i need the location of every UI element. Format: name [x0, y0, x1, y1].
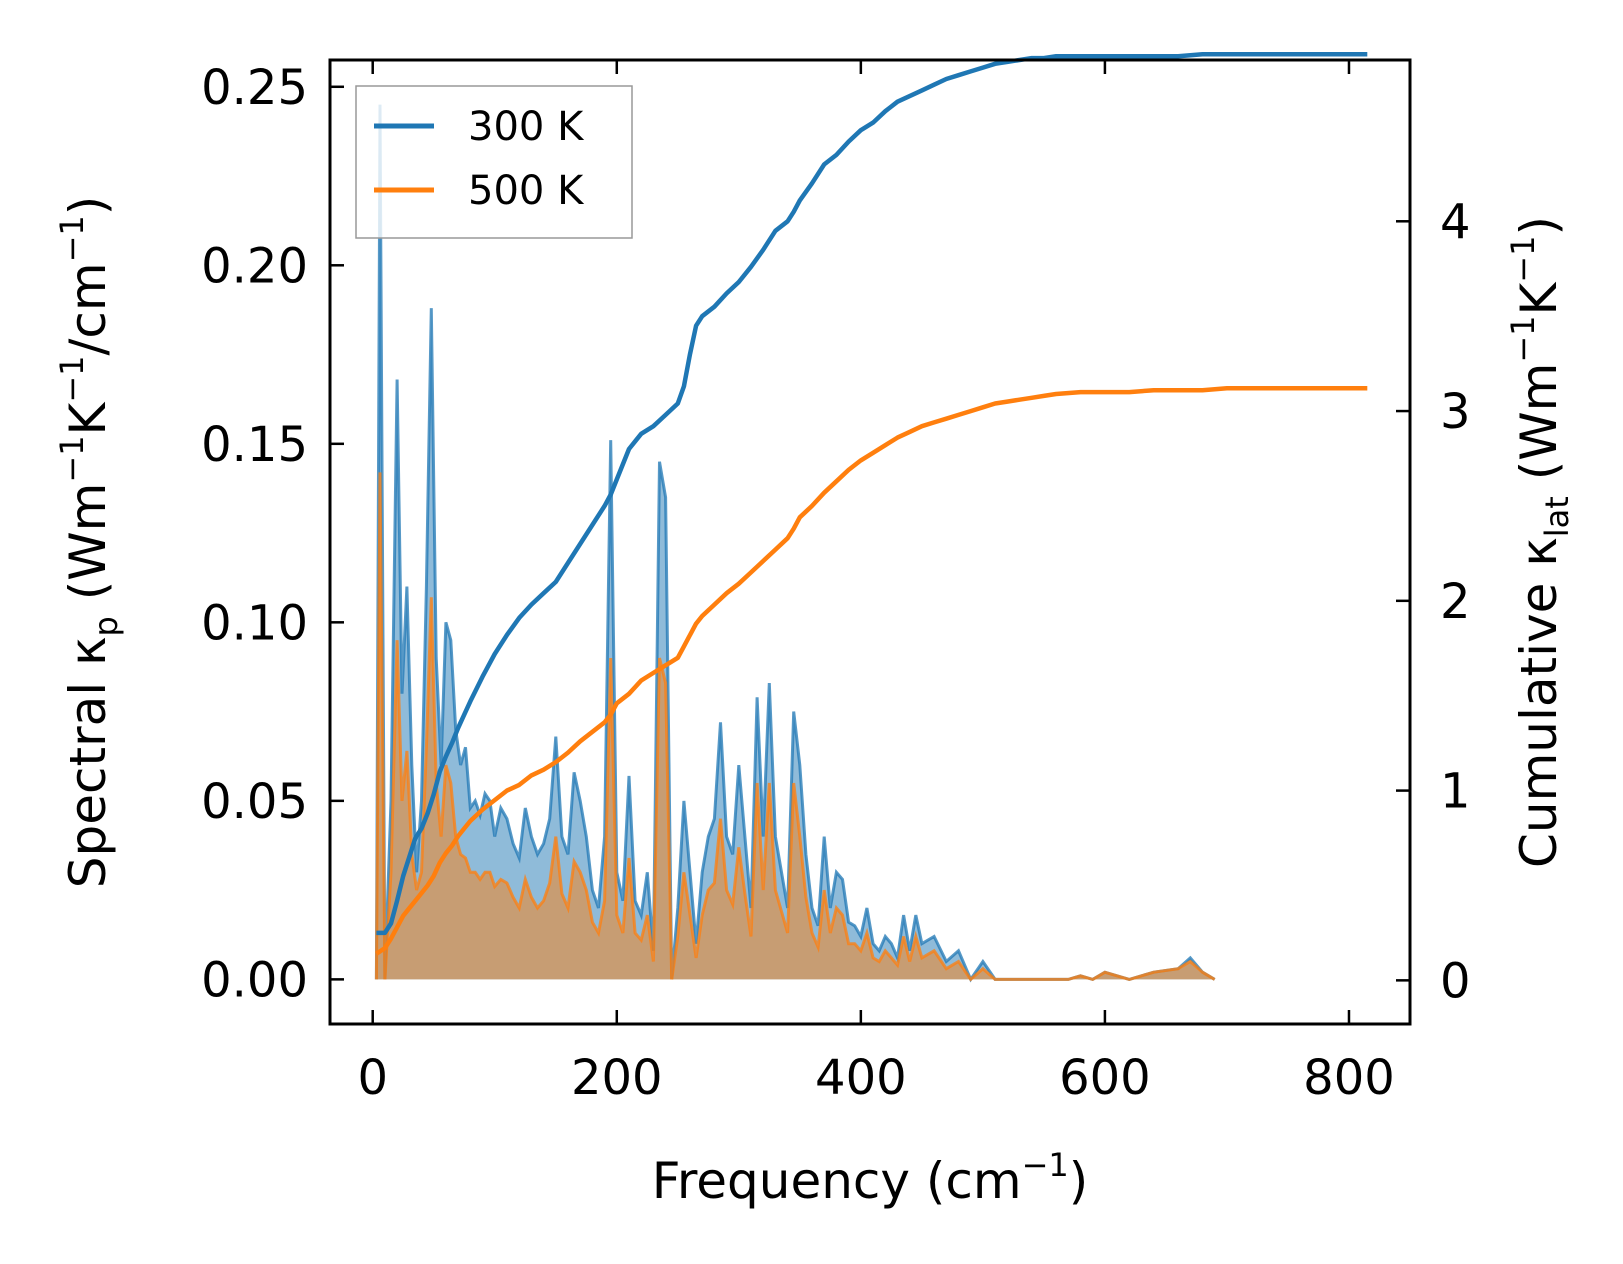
spectral-area-500k: [376, 472, 1215, 980]
y-right-tick-label: 3: [1440, 384, 1471, 440]
y-right-label-sup1: −1: [1504, 315, 1542, 362]
y-left-tick-label: 0.15: [201, 417, 308, 473]
y-right-label-d: ): [1510, 216, 1568, 236]
legend-label-500k: 500 K: [468, 168, 585, 214]
x-tick-label: 800: [1303, 1050, 1395, 1106]
x-tick-label: 200: [571, 1050, 663, 1106]
x-tick-label: 0: [357, 1050, 388, 1106]
y-left-label-d: /cm: [59, 262, 117, 355]
y-axis-left-label: Spectral κp (Wm−1K−1/cm−1): [53, 196, 125, 889]
spectral-line-500k: [374, 472, 1216, 982]
y-left-label-a: Spectral κ: [59, 636, 117, 888]
y-left-label-sup2: −1: [53, 355, 91, 402]
spectral-fills: [374, 104, 1216, 983]
y-left-label-b: (Wm: [59, 483, 117, 617]
y-right-label-sup2: −1: [1504, 236, 1542, 283]
y-right-tick-label: 4: [1440, 194, 1471, 250]
data-lines: [375, 52, 1368, 956]
x-axis-label-base: Frequency (cm: [652, 1152, 1022, 1210]
y-left-tick-label: 0.20: [201, 238, 308, 294]
y-right-tick-label: 2: [1440, 574, 1471, 630]
y-left-label-e: ): [59, 196, 117, 216]
cumulative-line-300k: [376, 52, 1368, 936]
plot-frame: [328, 58, 1412, 1026]
y-right-tick-label: 1: [1440, 764, 1471, 820]
y-right-label-c: K: [1510, 281, 1568, 315]
y-left-tick-label: 0.00: [201, 952, 308, 1008]
legend-label-300k: 300 K: [468, 104, 585, 150]
x-tick-label: 600: [1059, 1050, 1151, 1106]
y-right-label-b: (Wm: [1510, 363, 1568, 497]
y-left-tick-label: 0.05: [201, 774, 308, 830]
y-right-label-a: Cumulative κ: [1510, 537, 1568, 868]
y-left-label-c: K: [59, 401, 117, 435]
y-left-tick-label: 0.25: [201, 60, 308, 116]
y-right-tick-label: 0: [1440, 953, 1471, 1009]
y-left-tick-label: 0.10: [201, 595, 308, 651]
legend-box: [355, 85, 633, 239]
legend: 300 K 500 K: [355, 85, 633, 239]
cumulative-line-500k: [375, 386, 1368, 956]
y-axis-right-label: Cumulative κlat (Wm−1K−1): [1504, 216, 1576, 868]
spectral-line-300k: [374, 104, 1216, 983]
axis-ticks: 0 200 400 600 800 0.00 0.05 0.10 0.15 0.20 0.25 0 1 2…: [201, 60, 1470, 1106]
y-left-label-sub: p: [87, 616, 125, 636]
x-axis-label: Frequency (cm−1): [652, 1146, 1089, 1210]
y-left-label-sup3: −1: [53, 215, 91, 262]
y-left-label-sup1: −1: [53, 435, 91, 482]
x-axis-label-end: ): [1069, 1152, 1089, 1210]
y-right-label-sub: lat: [1538, 496, 1576, 537]
x-tick-label: 400: [815, 1050, 907, 1106]
x-axis-label-sup: −1: [1022, 1146, 1069, 1184]
